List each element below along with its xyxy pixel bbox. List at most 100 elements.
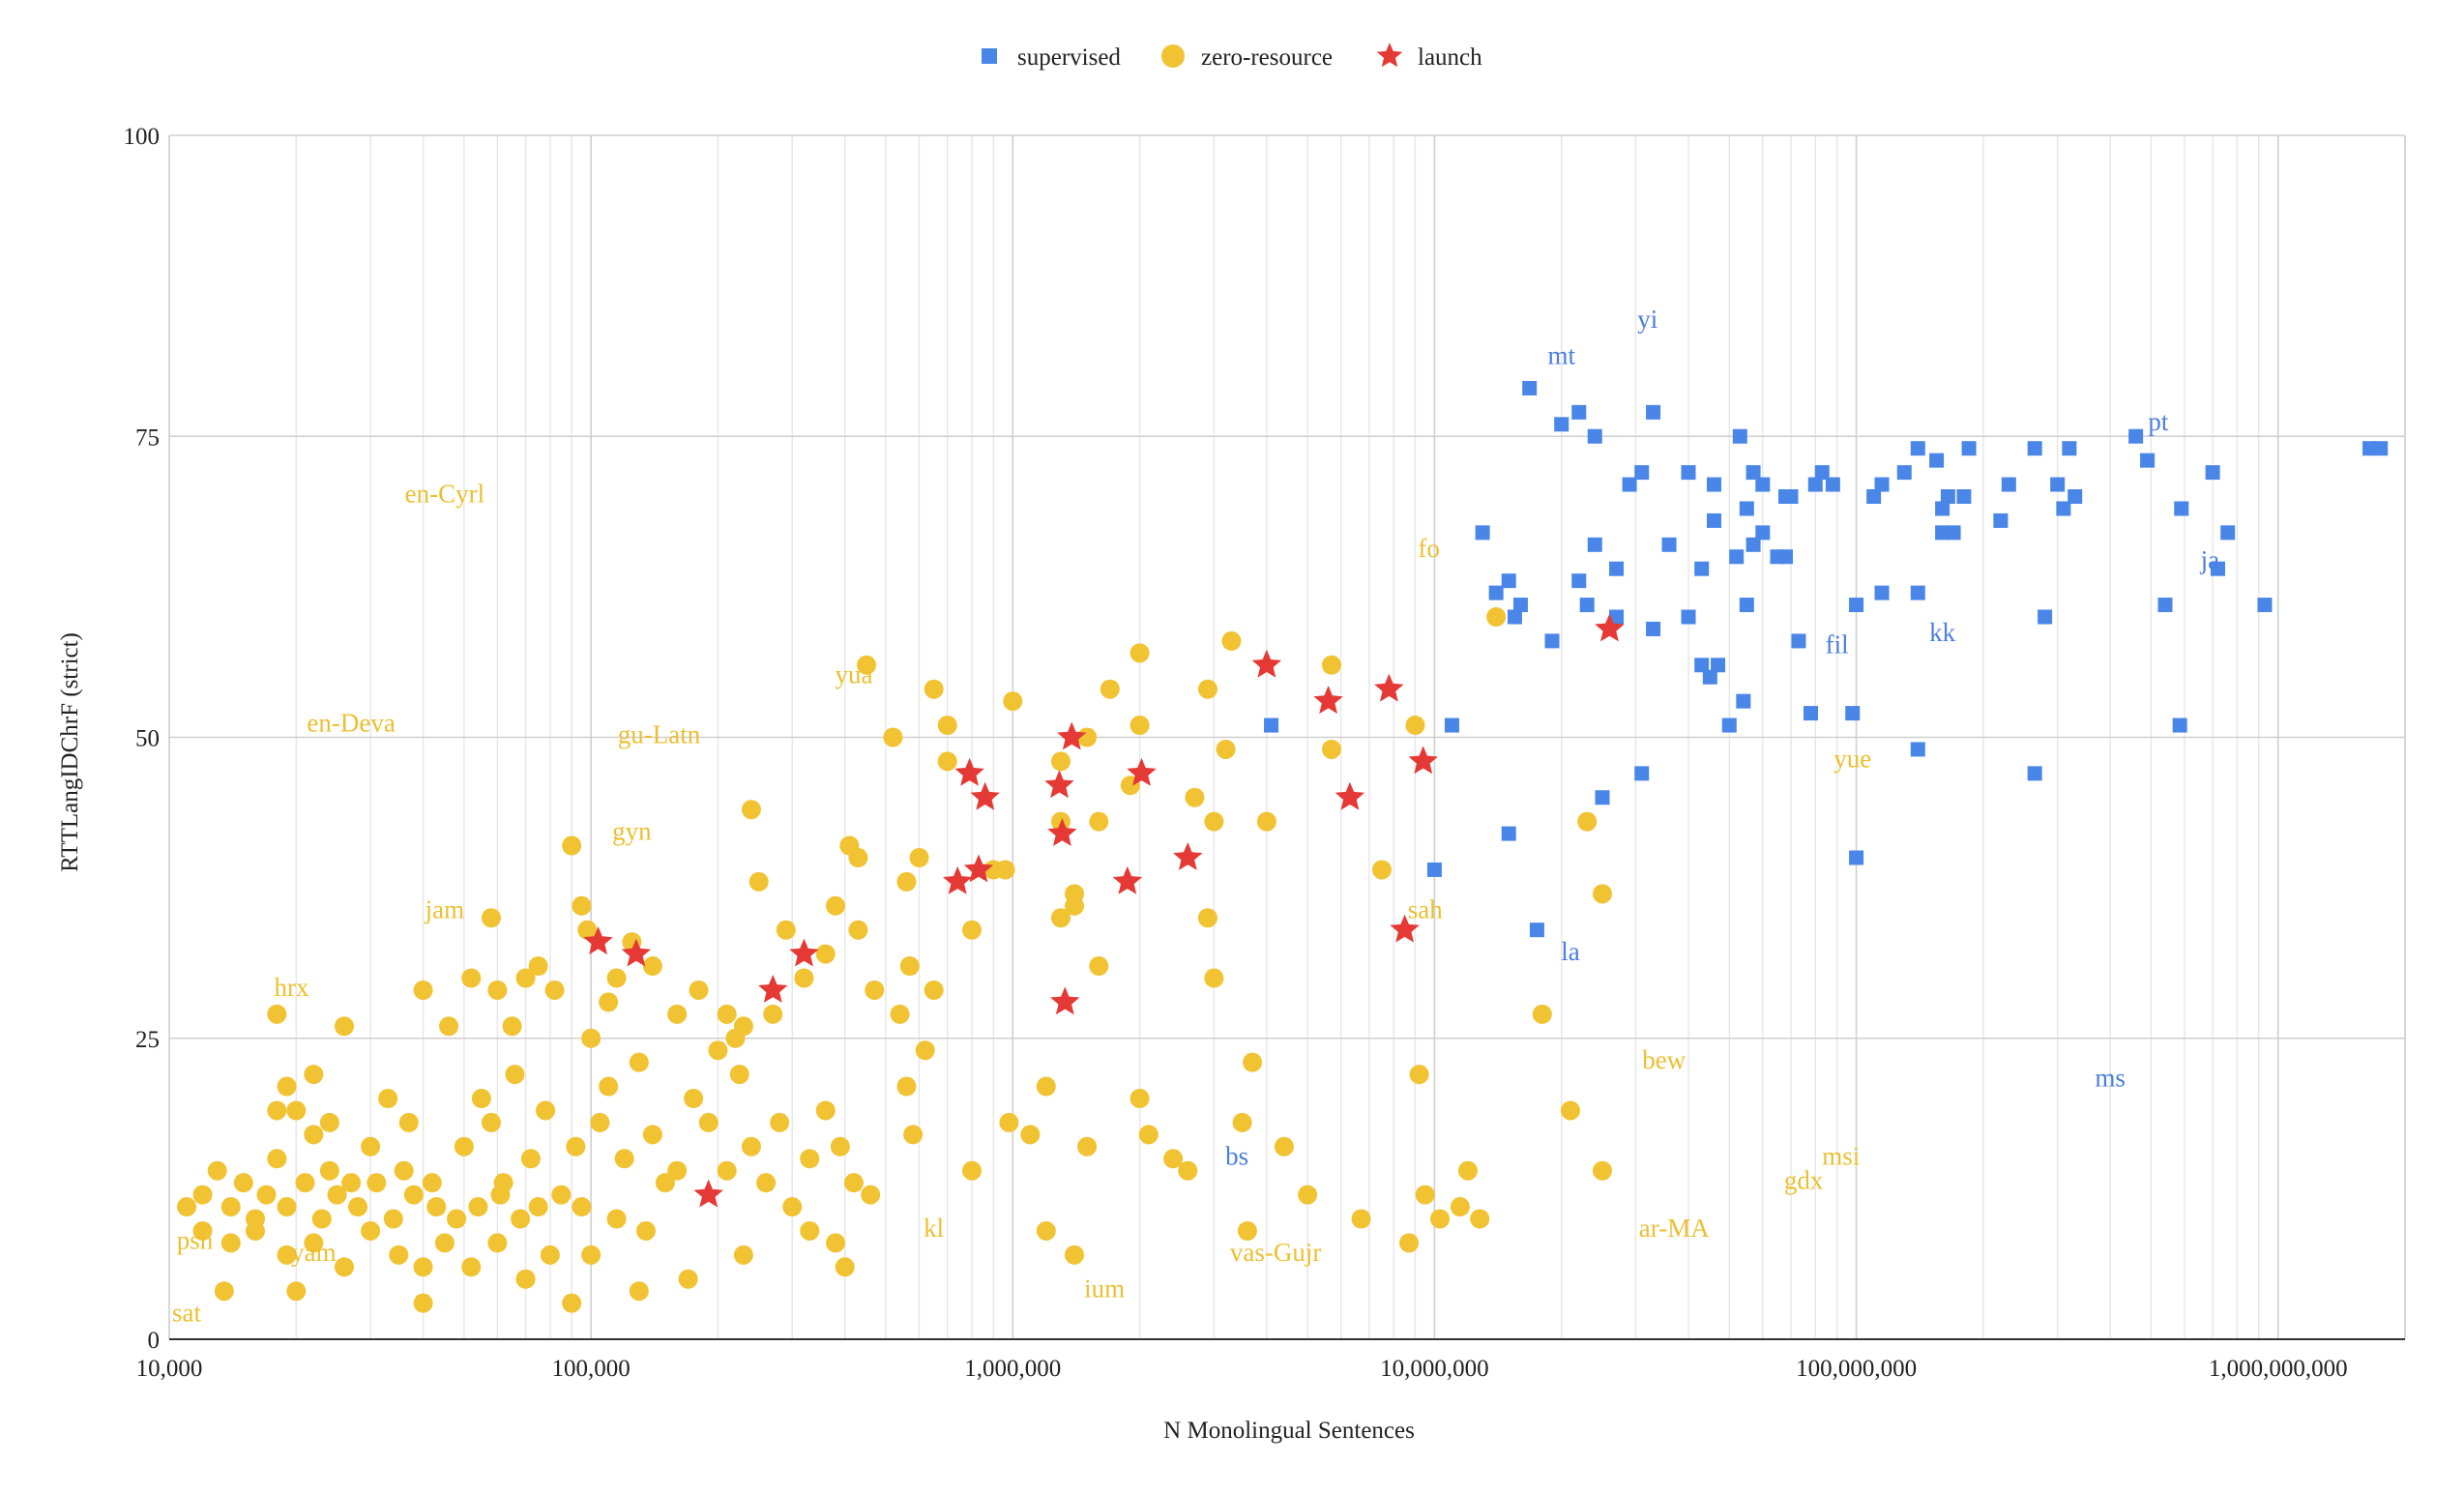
zero-resource-point	[471, 1089, 491, 1108]
launch-point	[1313, 686, 1343, 715]
y-tick-label: 25	[135, 1027, 160, 1053]
zero-resource-point	[505, 1065, 525, 1085]
zero-resource-point	[220, 1233, 241, 1253]
supervised-point	[1501, 573, 1516, 589]
zero-resource-point	[192, 1185, 213, 1205]
zero-resource-point	[756, 1173, 777, 1193]
supervised-point	[1845, 706, 1861, 721]
supervised-point	[1488, 585, 1504, 600]
launch-point	[1595, 613, 1625, 642]
annotation-label: fo	[1418, 534, 1440, 563]
x-tick-label: 1,000,000,000	[2209, 1356, 2348, 1382]
zero-resource-point	[1298, 1185, 1318, 1205]
supervised-point	[1694, 658, 1710, 673]
zero-resource-point	[540, 1244, 560, 1265]
zero-resource-point	[667, 1160, 688, 1181]
supervised-point	[2220, 525, 2236, 541]
supervised-point	[1587, 537, 1602, 552]
zero-resource-point	[800, 1220, 820, 1241]
zero-resource-point	[717, 1004, 737, 1024]
zero-resource-point	[481, 908, 501, 928]
zero-resource-point	[1216, 739, 1236, 759]
x-tick-label: 1,000,000	[964, 1356, 1061, 1382]
zero-resource-point	[937, 751, 957, 772]
zero-resource-point	[468, 1197, 488, 1217]
zero-resource-point	[915, 1040, 935, 1061]
legend-launch-label: launch	[1418, 44, 1482, 71]
supervised-point	[1711, 658, 1726, 673]
zero-resource-point	[1371, 860, 1392, 880]
supervised-point	[1791, 633, 1806, 649]
supervised-point	[1512, 598, 1528, 613]
supervised-point	[2001, 477, 2016, 492]
supervised-point	[1646, 621, 1661, 636]
launch-point	[1050, 986, 1080, 1015]
supervised-point	[1935, 525, 1951, 541]
annotation-label: gu-Latn	[618, 720, 701, 749]
supervised-point	[1755, 525, 1771, 541]
annotation-label: la	[1561, 937, 1580, 966]
launch-point	[963, 854, 994, 883]
legend-supervised-label: supervised	[1017, 44, 1121, 71]
annotation-label: ar-MA	[1639, 1214, 1710, 1243]
zero-resource-point	[733, 1244, 753, 1265]
zero-resource-point	[655, 1173, 675, 1193]
supervised-point	[1702, 669, 1717, 685]
annotation-label: ium	[1084, 1273, 1125, 1303]
zero-resource-point	[367, 1173, 387, 1193]
zero-resource-point	[848, 920, 868, 940]
supervised-point	[2140, 453, 2156, 468]
launch-point	[1057, 721, 1087, 750]
annotation-label: gyn	[612, 816, 652, 845]
zero-resource-point	[1409, 1065, 1429, 1085]
supervised-point	[1529, 922, 1544, 938]
zero-resource-point	[1232, 1112, 1252, 1132]
point-annotations: yi mt pt ja fil kk la bs ms en-Cyrl en-Deva gu-Latn…	[172, 305, 2219, 1327]
launch-point	[1112, 865, 1143, 894]
x-tick-label: 100,000	[552, 1356, 631, 1382]
legend-supervised-marker	[982, 48, 997, 64]
zero-resource-point	[177, 1197, 197, 1217]
annotation-label: psh	[177, 1226, 214, 1255]
zero-resource-point	[729, 1065, 749, 1085]
zero-resource-point	[776, 920, 796, 940]
zero-resource-point	[544, 980, 565, 1000]
supervised-point	[1609, 561, 1625, 576]
zero-resource-point	[233, 1173, 253, 1193]
zero-resource-point	[1470, 1209, 1490, 1229]
zero-resource-point	[536, 1100, 556, 1121]
zero-resource-point	[642, 956, 662, 977]
zero-resource-point	[1415, 1185, 1435, 1205]
zero-resource-point	[763, 1004, 783, 1024]
zero-resource-point	[1351, 1209, 1371, 1229]
zero-resource-point	[861, 1185, 881, 1205]
zero-resource-point	[1129, 643, 1150, 663]
launch-point	[1408, 746, 1438, 775]
supervised-point	[2068, 489, 2083, 504]
zero-resource-point	[551, 1185, 572, 1205]
zero-resource-point	[896, 1076, 917, 1097]
zero-resource-point	[815, 1100, 836, 1121]
zero-resource-point	[1560, 1100, 1580, 1121]
zero-resource-point	[924, 980, 944, 1000]
supervised-point	[1783, 489, 1799, 504]
supervised-point	[1571, 573, 1587, 589]
zero-resource-point	[487, 1233, 508, 1253]
supervised-point	[1721, 717, 1737, 733]
supervised-point	[2172, 717, 2187, 733]
annotation-label: msi	[1822, 1141, 1860, 1170]
x-tick-label: 100,000,000	[1796, 1356, 1917, 1382]
zero-resource-point	[1405, 716, 1425, 736]
zero-resource-point	[581, 1028, 601, 1048]
supervised-point	[1807, 477, 1823, 492]
zero-resource-point	[1592, 1160, 1612, 1181]
zero-resource-point	[295, 1173, 315, 1193]
supervised-point	[1522, 380, 1538, 395]
supervised-point	[1804, 706, 1819, 721]
launch-point	[1335, 781, 1365, 810]
zero-resource-point	[1163, 1149, 1184, 1169]
supervised-point	[1745, 465, 1761, 481]
zero-resource-point	[566, 1136, 586, 1156]
zero-resource-point	[1486, 607, 1507, 627]
annotation-label: ms	[2095, 1064, 2126, 1093]
